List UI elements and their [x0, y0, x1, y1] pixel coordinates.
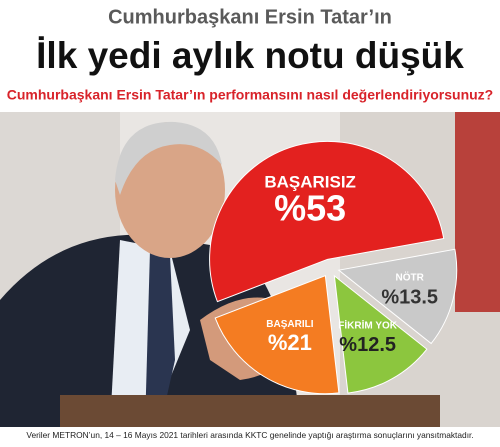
- pie-slice: [333, 274, 428, 394]
- pie-slice: [209, 140, 445, 303]
- kicker: Cumhurbaşkanı Ersin Tatar’ın: [108, 6, 392, 28]
- slice-label: FİKRİM YOK: [338, 318, 397, 331]
- slice-label: BAŞARISIZ: [264, 172, 356, 191]
- slice-value: %12.5: [339, 334, 396, 356]
- slice-value: %13.5: [381, 286, 438, 308]
- footer-bg: [0, 427, 500, 447]
- pie-slice: [337, 248, 458, 345]
- chart-subtitle: Cumhurbaşkanı Ersin Tatar’ın performansı…: [7, 87, 493, 103]
- slice-value: %53: [274, 187, 346, 228]
- slice-label: NÖTR: [396, 271, 425, 284]
- chart-title: İlk yedi aylık notu düşük: [36, 35, 464, 76]
- slice-label: BAŞARILI: [266, 319, 313, 330]
- pie-slice: [214, 275, 340, 395]
- slice-value: %21: [268, 330, 312, 355]
- footer: Veriler METRON’un, 14 – 16 Mayıs 2021 ta…: [26, 430, 473, 440]
